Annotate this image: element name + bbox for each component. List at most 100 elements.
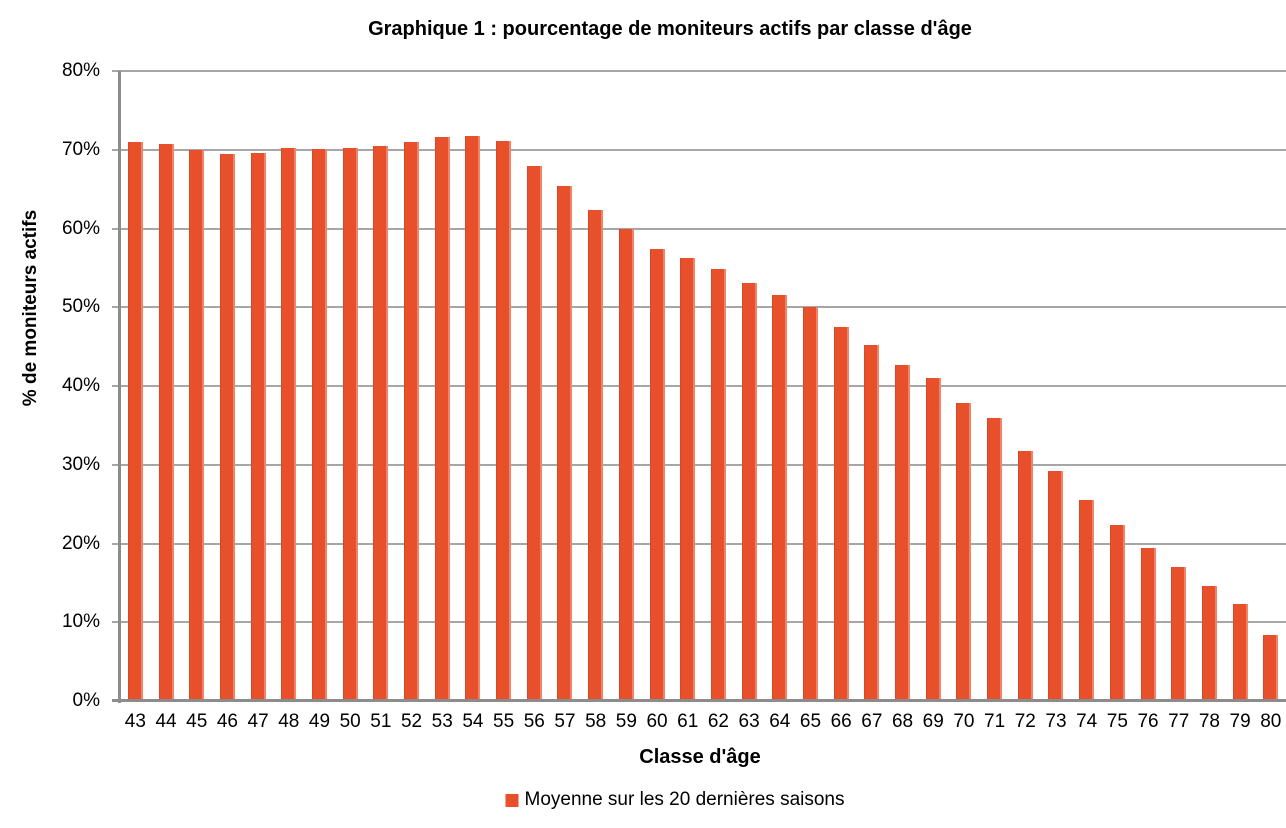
- legend-swatch-icon: [505, 793, 519, 807]
- bar-72: [1017, 451, 1033, 701]
- x-tick-label: 46: [216, 711, 238, 732]
- x-tick-label: 76: [1137, 711, 1159, 732]
- x-tick-label: 54: [462, 711, 484, 732]
- bar-70: [956, 403, 972, 701]
- chart-title: Graphique 1 : pourcentage de moniteurs a…: [368, 18, 972, 40]
- x-tick-label: 78: [1198, 711, 1220, 732]
- legend: Moyenne sur les 20 dernières saisons: [505, 789, 845, 811]
- bar-79: [1232, 604, 1248, 701]
- bar-61: [680, 258, 696, 701]
- bar-51: [373, 145, 389, 701]
- x-tick-label: 48: [278, 711, 300, 732]
- y-tick-label: 70%: [61, 138, 100, 160]
- gridline: [112, 621, 1286, 624]
- x-tick-label: 63: [738, 711, 760, 732]
- bar-cell: [458, 71, 489, 701]
- bar-cell: [519, 71, 550, 701]
- bar-cell: [1225, 71, 1256, 701]
- bar-cell: [550, 71, 581, 701]
- bar-cell: [887, 71, 918, 701]
- y-axis-tick-labels: 0% 10% 20% 30% 40% 50% 60% 70% 80%: [0, 60, 100, 711]
- bar-cell: [764, 71, 795, 701]
- bar-54: [465, 136, 481, 701]
- x-tick-label: 62: [707, 711, 729, 732]
- x-tick-label: 72: [1014, 711, 1036, 732]
- bar-cell: [611, 71, 642, 701]
- bar-43: [127, 141, 143, 701]
- bar-56: [526, 165, 542, 701]
- x-tick-label: 69: [922, 711, 944, 732]
- x-tick-label: 55: [493, 711, 515, 732]
- bar-58: [588, 210, 604, 701]
- bar-80: [1263, 634, 1279, 701]
- x-tick-label: 50: [339, 711, 361, 732]
- bar-cell: [335, 71, 366, 701]
- bar-78: [1201, 586, 1217, 701]
- y-tick-label: 30%: [61, 453, 100, 475]
- bar-cell: [243, 71, 274, 701]
- bar-cell: [979, 71, 1010, 701]
- bar-cell: [795, 71, 826, 701]
- x-tick-label: 64: [769, 711, 791, 732]
- y-tick-label: 0%: [72, 690, 100, 711]
- bar-cell: [734, 71, 765, 701]
- bar-45: [189, 149, 205, 701]
- bar-71: [987, 418, 1003, 701]
- gridline: [112, 70, 1286, 72]
- bar-68: [895, 364, 911, 701]
- x-tick-label: 47: [247, 711, 269, 732]
- bar-67: [864, 345, 880, 701]
- bar-cell: [1102, 71, 1133, 701]
- bar-cell: [672, 71, 703, 701]
- y-tick-label: 80%: [61, 60, 100, 81]
- bar-66: [833, 326, 849, 701]
- x-tick-label: 67: [861, 711, 883, 732]
- y-tick-label: 50%: [61, 296, 100, 318]
- bar-cell: [949, 71, 980, 701]
- bar-cell: [918, 71, 949, 701]
- gridline: [112, 306, 1286, 309]
- x-axis-title: Classe d'âge: [639, 746, 761, 768]
- bar-cell: [396, 71, 427, 701]
- y-tick-label: 10%: [61, 611, 100, 633]
- bar-64: [772, 295, 788, 701]
- bar-63: [741, 282, 757, 701]
- x-tick-label: 75: [1106, 711, 1128, 732]
- bar-cell: [1041, 71, 1072, 701]
- bar-49: [311, 148, 327, 701]
- bar-cell: [1133, 71, 1164, 701]
- bar-50: [342, 148, 358, 701]
- bar-cell: [1010, 71, 1041, 701]
- bar-cell: [1255, 71, 1286, 701]
- bar-cell: [151, 71, 182, 701]
- y-tick-label: 60%: [61, 217, 100, 239]
- bar-76: [1140, 548, 1156, 701]
- bar-cell: [488, 71, 519, 701]
- gridline: [112, 542, 1286, 545]
- bar-77: [1171, 567, 1187, 701]
- y-axis-line: [118, 71, 121, 703]
- x-tick-label: 77: [1168, 711, 1190, 732]
- bar-46: [219, 153, 235, 701]
- bar-62: [710, 268, 726, 701]
- bar-cell: [181, 71, 212, 701]
- bar-cell: [826, 71, 857, 701]
- x-tick-label: 79: [1229, 711, 1251, 732]
- bar-cell: [212, 71, 243, 701]
- bar-73: [1048, 471, 1064, 701]
- x-tick-label: 43: [124, 711, 146, 732]
- bar-cell: [120, 71, 151, 701]
- bar-cell: [427, 71, 458, 701]
- bar-65: [802, 307, 818, 701]
- bar-cell: [366, 71, 397, 701]
- x-tick-label: 66: [830, 711, 852, 732]
- bar-cell: [304, 71, 335, 701]
- bar-75: [1109, 524, 1125, 701]
- x-tick-label: 52: [400, 711, 423, 732]
- bar-cell: [642, 71, 673, 701]
- x-tick-label: 80: [1260, 711, 1282, 732]
- bar-cell: [580, 71, 611, 701]
- x-tick-label: 60: [646, 711, 668, 732]
- bar-series: [120, 71, 1286, 701]
